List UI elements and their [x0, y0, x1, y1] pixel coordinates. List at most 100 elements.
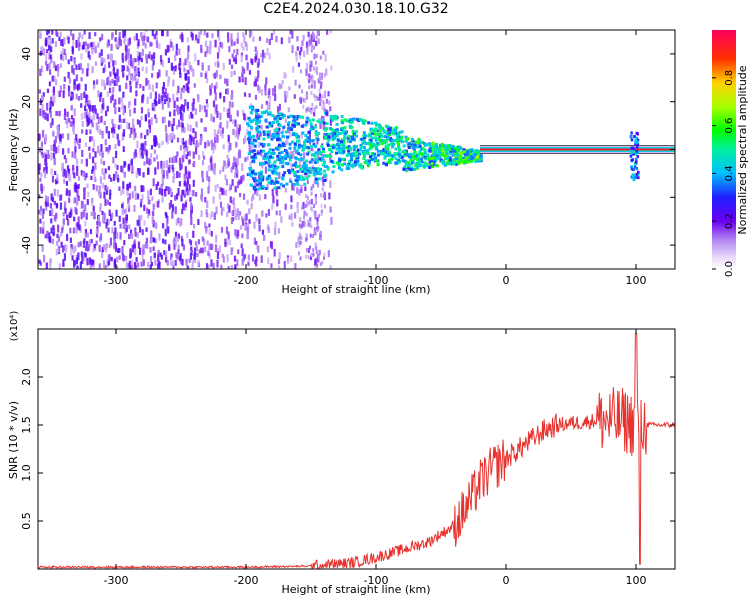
spectrogram-cell	[296, 46, 299, 51]
spectrogram-cell	[274, 170, 278, 174]
spectrogram-cell	[219, 201, 223, 208]
spectrogram-cell	[50, 218, 53, 224]
spectrogram-cell	[75, 64, 78, 70]
spectrogram-cell	[200, 72, 203, 78]
spectrogram-cell	[441, 159, 445, 163]
spectrogram-cell	[241, 218, 245, 226]
spectrogram-cell	[80, 200, 83, 209]
spectrogram-cell	[187, 86, 190, 94]
spectrogram-cell	[209, 213, 212, 219]
spectrogram-cell	[306, 180, 309, 185]
spectrogram-cell	[124, 208, 127, 213]
spectrogram-cell	[374, 138, 378, 142]
spectrogram-cell	[86, 232, 89, 238]
spectrogram-cell	[56, 233, 59, 239]
spectrogram-cell	[307, 248, 310, 253]
spectrogram-cell	[61, 133, 64, 139]
spectrogram-cell	[42, 227, 45, 234]
spectrogram-cell	[469, 159, 473, 163]
spectrogram-cell	[146, 96, 149, 104]
spectrogram-cell	[323, 173, 327, 177]
spectrogram-cell	[70, 115, 74, 120]
spectrogram-cell	[153, 105, 156, 112]
spectrogram-cell	[173, 134, 176, 140]
spectrogram-cell	[451, 145, 455, 149]
spectrogram-cell	[418, 164, 422, 168]
spectrogram-cell	[50, 193, 53, 201]
spectrogram-cell	[458, 155, 462, 159]
spectrogram-cell	[207, 243, 211, 251]
spectrogram-cell	[360, 137, 364, 141]
spectrogram-cell	[105, 188, 109, 195]
spectrogram-cell	[111, 94, 114, 101]
spectrogram-cell	[633, 165, 637, 169]
spectrogram-cell	[260, 124, 263, 130]
spectrogram-cell	[312, 252, 315, 257]
spectrogram-cell	[257, 187, 261, 191]
spectrogram-cell	[311, 118, 315, 122]
spectrogram-cell	[428, 147, 432, 151]
spectrogram-cell	[102, 160, 106, 166]
spectrogram-cell	[380, 149, 384, 153]
spectrogram-cell	[133, 132, 136, 140]
spectrogram-cell	[630, 175, 634, 179]
spectrogram-cell	[44, 234, 47, 239]
spectrogram-cell	[164, 254, 168, 263]
spectrogram-cell	[62, 148, 65, 155]
spectrogram-cell	[181, 127, 184, 133]
spectrogram-cell	[101, 33, 104, 41]
spectrogram-cell	[361, 151, 365, 155]
spectrogram-cell	[329, 126, 333, 130]
spectrogram-cell	[308, 119, 312, 123]
spectrogram-cell	[155, 36, 158, 45]
spectrogram-cell	[210, 139, 213, 144]
spectrogram-cell	[453, 153, 457, 157]
spectrogram-cell	[79, 241, 82, 247]
spectrogram-cell	[472, 158, 476, 162]
spectrogram-cell	[214, 184, 217, 193]
spectrogram-cell	[145, 54, 148, 59]
spectrogram-cell	[226, 239, 229, 246]
spectrogram-cell	[329, 206, 332, 213]
spectrogram-cell	[222, 206, 225, 212]
spectrogram-cell	[174, 259, 177, 266]
spectrogram-cell	[383, 135, 387, 139]
spectrogram-cell	[454, 162, 458, 166]
spectrogram-cell	[134, 248, 137, 256]
spectrogram-cell	[322, 121, 326, 125]
spectrogram-cell	[368, 147, 372, 151]
spectrogram-cell	[117, 124, 121, 130]
spectrogram-cell	[168, 246, 171, 251]
spectrogram-cell	[72, 68, 75, 75]
spectrogram-cell	[200, 188, 204, 196]
spectrogram-cell	[283, 260, 286, 269]
spectrogram-cell	[361, 141, 365, 145]
spectrogram-cell	[104, 110, 108, 117]
spectrogram-cell	[63, 155, 66, 160]
spectrogram-cell	[329, 148, 333, 152]
spectrogram-cell	[296, 201, 299, 209]
spectrogram-cell	[184, 205, 187, 211]
spectrogram-cell	[233, 41, 236, 46]
spectrogram-cell	[258, 36, 262, 41]
spectrogram-cell	[322, 124, 325, 131]
spectrogram-cell	[86, 183, 89, 189]
spectrogram-cell	[118, 36, 121, 45]
spectrogram-cell	[395, 126, 399, 130]
spectrogram-cell	[292, 124, 296, 128]
spectrogram-cell	[68, 211, 72, 218]
spectrogram-cell	[111, 87, 115, 94]
spectrogram-cell	[284, 203, 287, 210]
spectrogram-cell	[387, 150, 391, 154]
spectrogram-cell	[174, 54, 177, 62]
spectrogram-cell	[371, 128, 375, 132]
spectrogram-cell	[378, 126, 382, 130]
spectrogram-cell	[173, 100, 176, 109]
spectrogram-cell	[45, 48, 49, 54]
spectrogram-cell	[257, 70, 260, 78]
spectrogram-cell	[38, 167, 41, 175]
spectrogram-cell	[278, 155, 282, 159]
spectrogram-cell	[234, 215, 237, 220]
spectrogram-cell	[437, 154, 441, 158]
spectrogram-cell	[282, 184, 286, 188]
